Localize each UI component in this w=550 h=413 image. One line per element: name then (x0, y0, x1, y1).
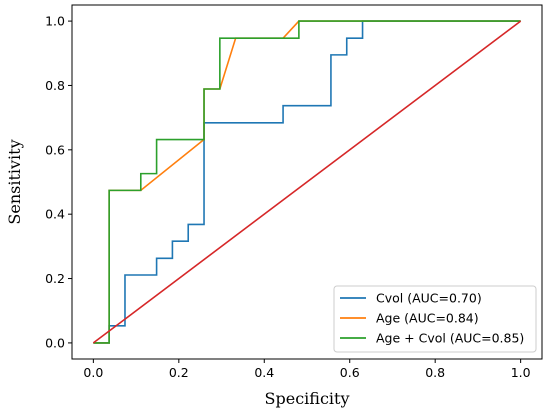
series-line-3 (92, 20, 522, 344)
series-line-0 (93, 20, 521, 344)
x-tick-label: 0.0 (83, 365, 103, 380)
legend-label: Age (AUC=0.84) (376, 311, 479, 326)
x-tick-label: 1.0 (511, 365, 531, 380)
series-line-2 (93, 20, 521, 344)
x-tick-label: 0.4 (254, 365, 274, 380)
y-tick-label: 0.6 (45, 142, 65, 157)
x-tick-label: 0.6 (340, 365, 360, 380)
y-tick-label: 0.4 (45, 207, 65, 222)
legend-box (333, 285, 537, 353)
plot-area-frame (71, 4, 543, 360)
x-tick-label: 0.8 (425, 365, 445, 380)
legend: Cvol (AUC=0.70) Age (AUC=0.84) Age + Cvol … (333, 285, 537, 353)
y-axis-ticks: 0.0 0.2 0.4 0.6 0.8 1.0 (45, 14, 72, 350)
y-tick-label: 1.0 (45, 14, 65, 29)
y-tick-label: 0.8 (45, 78, 65, 93)
legend-label: Cvol (AUC=0.70) (376, 291, 482, 306)
x-tick-label: 0.2 (169, 365, 189, 380)
legend-label: Age + Cvol (AUC=0.85) (376, 331, 524, 346)
x-axis-label: Specificity (265, 389, 350, 408)
y-axis-label: Sensitivity (5, 139, 24, 224)
y-tick-label: 0.0 (45, 335, 65, 350)
y-tick-label: 0.2 (45, 271, 65, 286)
series-layer (92, 20, 522, 344)
x-axis-ticks: 0.0 0.2 0.4 0.6 0.8 1.0 (83, 359, 531, 380)
